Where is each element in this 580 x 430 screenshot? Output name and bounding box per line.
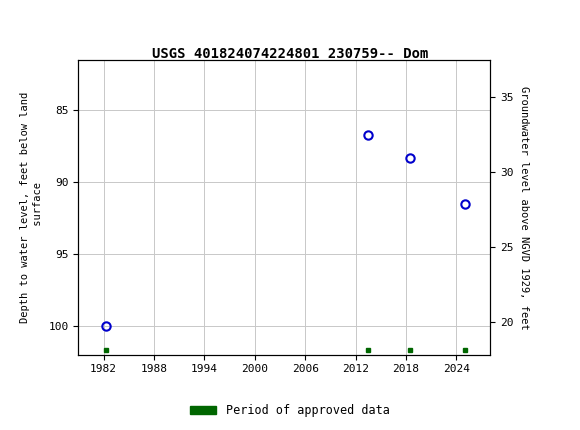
Y-axis label: Depth to water level, feet below land
 surface: Depth to water level, feet below land su…	[20, 92, 43, 323]
Text: USGS 401824074224801 230759-- Dom: USGS 401824074224801 230759-- Dom	[152, 47, 428, 61]
Legend: Period of approved data: Period of approved data	[186, 399, 394, 422]
Y-axis label: Groundwater level above NGVD 1929, feet: Groundwater level above NGVD 1929, feet	[519, 86, 529, 329]
Text: USGS: USGS	[49, 14, 104, 31]
Text: ≋: ≋	[6, 10, 24, 31]
